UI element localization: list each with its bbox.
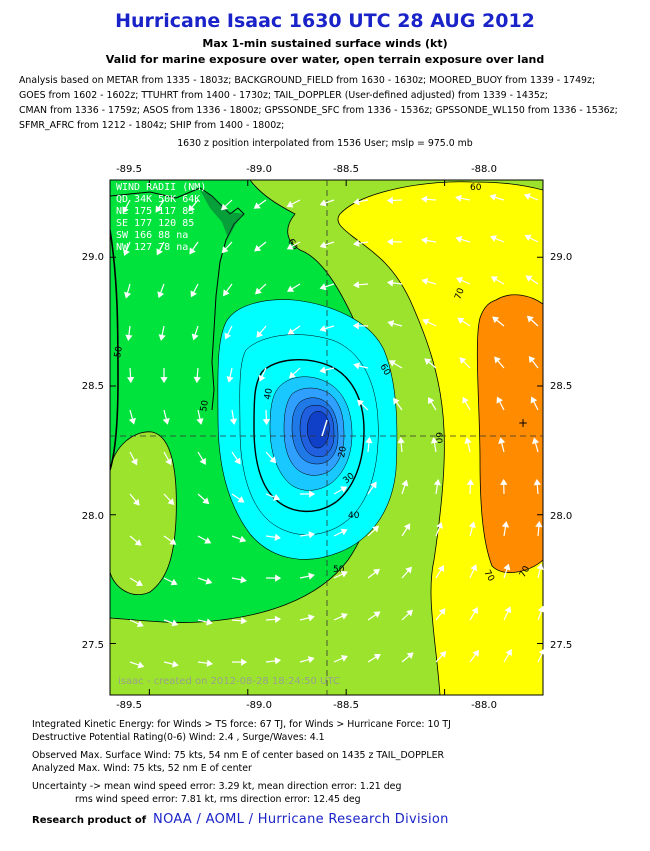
contour-label: 40 [348,511,360,521]
contour-label: 40 [263,387,275,400]
contour-label: 50 [113,345,125,358]
lon-tick-label-top: -88.5 [333,164,359,175]
lon-tick-label-bottom: -89.5 [116,700,142,711]
field-80kt [477,295,543,573]
watermark: isaac - created on 2012-08-28 18:24:50 U… [118,676,340,687]
wind-radii-row: SE 177 120 85 [116,218,194,229]
contour-label: 50 [199,399,211,412]
lat-tick-label-left: 29.0 [82,252,104,263]
wind-field [110,180,543,695]
contour-label: 20 [337,445,349,458]
research-credit: Research product of NOAA / AOML / Hurric… [32,812,449,827]
wind-radii-row: NE 175 117 83 [116,206,194,217]
contour-label: 60 [470,183,482,193]
uncertainty-line: Uncertainty -> mean wind speed error: 3.… [32,780,401,793]
lon-tick-label-top: -89.0 [246,164,272,175]
wind-radii-row: NW 127 78 na [116,242,188,253]
lon-tick-label-top: -88.0 [471,164,497,175]
lat-tick-label-left: 28.0 [82,511,104,522]
lon-tick-label-bottom: -88.5 [333,700,359,711]
lon-tick-label-bottom: -89.0 [246,700,272,711]
lon-tick-label-bottom: -88.0 [471,700,497,711]
lat-tick-label-right: 28.5 [550,381,572,392]
lat-tick-label-left: 27.5 [82,640,104,651]
lat-tick-label-right: 29.0 [550,252,572,263]
wind-radii-header: QD 34K 50K 64K [116,194,200,205]
rms-error-line: rms wind speed error: 7.81 kt, rms direc… [75,793,361,806]
lat-tick-label-right: 27.5 [550,640,572,651]
field-10kt [307,411,329,448]
analyzed-max-line: Analyzed Max. Wind: 75 kts, 52 nm E of c… [32,762,252,775]
ike-line: Integrated Kinetic Energy: for Winds > T… [32,718,451,731]
observed-max-line: Observed Max. Surface Wind: 75 kts, 54 n… [32,749,444,762]
dpr-line: Destructive Potential Rating(0-6) Wind: … [32,731,325,744]
max-wind-marker: + [518,416,528,430]
research-label: Research product of [32,815,146,826]
lon-tick-label-top: -89.5 [116,164,142,175]
research-org-link[interactable]: NOAA / AOML / Hurricane Research Divisio… [153,812,449,827]
wind-radii-title: WIND RADII (NM) [116,182,206,193]
wind-radii-row: SW 166 88 na [116,230,188,241]
lat-tick-label-left: 28.5 [82,381,104,392]
lat-tick-label-right: 28.0 [550,511,572,522]
